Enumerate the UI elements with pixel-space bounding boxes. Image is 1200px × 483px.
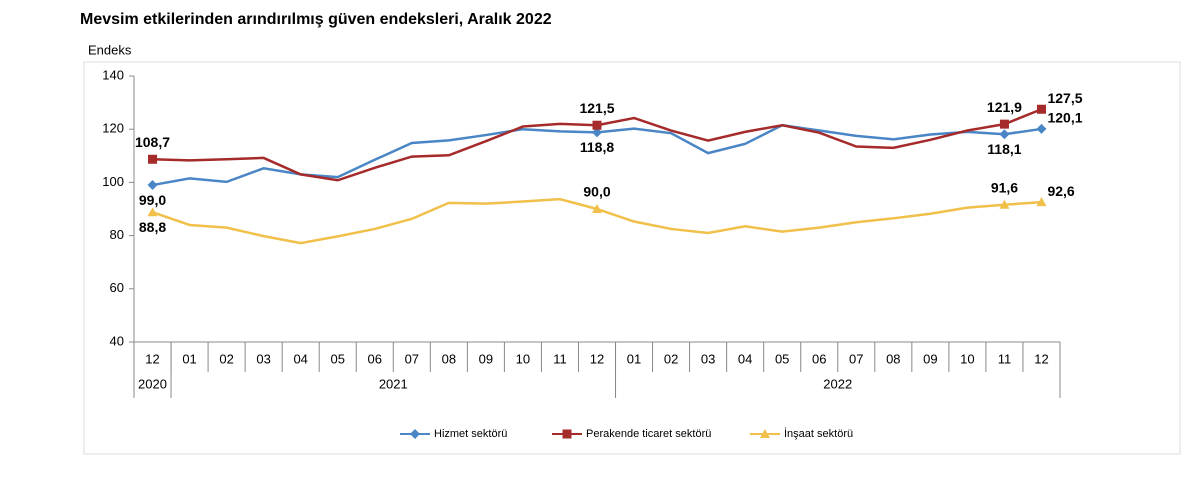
x-tick-label: 11 (998, 351, 1012, 366)
marker (592, 204, 602, 213)
x-tick-label: 03 (701, 351, 715, 366)
marker (1036, 123, 1047, 134)
x-tick-label: 07 (849, 351, 863, 366)
marker (562, 429, 572, 439)
x-tick-label: 04 (293, 351, 307, 366)
x-tick-label: 04 (738, 351, 752, 366)
year-label: 2021 (379, 376, 408, 391)
x-tick-label: 05 (330, 351, 344, 366)
y-tick-label: 80 (110, 227, 124, 242)
x-tick-label: 09 (479, 351, 493, 366)
marker (147, 207, 158, 217)
data-label: 120,1 (1047, 110, 1082, 126)
marker (1036, 104, 1046, 114)
y-axis-label: Endeks (88, 42, 132, 57)
data-label: 127,5 (1047, 90, 1082, 106)
chart-frame (83, 61, 1181, 455)
x-tick-label: 05 (775, 351, 789, 366)
marker (148, 154, 158, 164)
x-tick-label: 08 (442, 351, 456, 366)
marker (410, 429, 420, 439)
marker (999, 199, 1010, 209)
x-tick-label: 01 (627, 351, 641, 366)
x-tick-label: 01 (182, 351, 196, 366)
data-label: 88,8 (139, 219, 166, 235)
marker (592, 120, 602, 130)
x-tick-label: 02 (664, 351, 678, 366)
x-tick-label: 12 (145, 351, 159, 366)
marker (999, 129, 1010, 140)
x-tick-label: 10 (960, 351, 974, 366)
data-label: 121,5 (579, 100, 614, 116)
y-tick-label: 120 (102, 121, 124, 136)
x-tick-label: 03 (256, 351, 270, 366)
marker (1036, 197, 1047, 207)
x-tick-label: 02 (219, 351, 233, 366)
data-label: 91,6 (991, 179, 1018, 195)
marker (999, 119, 1009, 129)
x-tick-label: 09 (923, 351, 937, 366)
x-tick-label: 08 (886, 351, 900, 366)
data-label: 92,6 (1047, 183, 1074, 199)
data-label: 108,7 (135, 134, 170, 150)
x-tick-label: 10 (516, 351, 530, 366)
x-tick-label: 12 (590, 351, 604, 366)
marker (147, 180, 158, 191)
y-tick-label: 140 (102, 67, 124, 82)
marker (592, 127, 602, 138)
data-label: 90,0 (583, 184, 610, 200)
y-tick-label: 40 (110, 333, 124, 348)
y-tick-label: 60 (110, 280, 124, 295)
x-tick-label: 06 (812, 351, 826, 366)
x-tick-label: 07 (405, 351, 419, 366)
legend-label: Perakende ticaret sektörü (586, 428, 711, 440)
x-tick-label: 12 (1034, 351, 1048, 366)
data-label: 118,8 (580, 139, 614, 155)
year-label: 2020 (138, 376, 167, 391)
data-label: 99,0 (139, 192, 166, 208)
marker (760, 429, 770, 438)
year-label: 2022 (823, 376, 852, 391)
legend-label: İnşaat sektörü (784, 427, 853, 440)
data-label: 121,9 (987, 99, 1022, 115)
x-tick-label: 11 (553, 351, 567, 366)
x-tick-label: 06 (368, 351, 382, 366)
y-tick-label: 100 (102, 174, 124, 189)
data-label: 118,1 (987, 141, 1021, 157)
chart-title: Mevsim etkilerinden arındırılmış güven e… (80, 11, 552, 28)
legend-label: Hizmet sektörü (434, 428, 507, 440)
